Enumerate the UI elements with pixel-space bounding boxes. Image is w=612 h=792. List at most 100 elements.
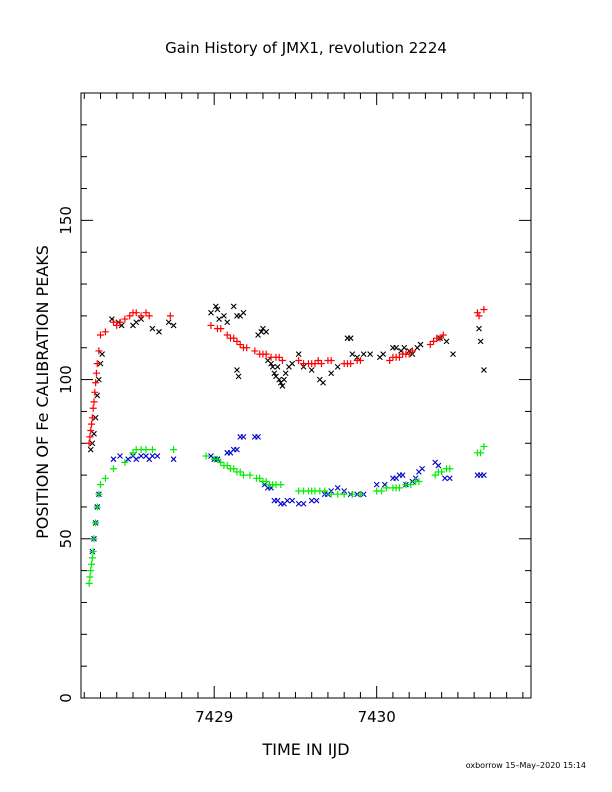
- data-point-plus: [113, 321, 121, 329]
- data-point-plus: [356, 490, 364, 498]
- data-point-plus: [317, 360, 325, 368]
- data-point-plus: [88, 414, 96, 422]
- data-point-cross: [221, 313, 227, 319]
- data-point-plus: [86, 573, 94, 581]
- data-point-cross: [295, 500, 302, 507]
- data-point-plus: [415, 477, 423, 485]
- data-point-cross: [274, 363, 281, 370]
- data-point-plus: [477, 449, 485, 457]
- y-tick-label: 100: [57, 365, 75, 394]
- data-point-plus: [145, 312, 153, 320]
- data-point-plus: [340, 490, 348, 498]
- data-point-plus: [217, 458, 225, 466]
- data-point-plus: [321, 487, 329, 495]
- data-point-plus: [95, 490, 103, 498]
- data-point-cross: [308, 367, 315, 373]
- data-point-cross: [240, 309, 247, 316]
- y-axis-label: POSITION OF Fe CALIBRATION PEAKS: [33, 245, 52, 539]
- data-point-plus: [239, 471, 247, 479]
- data-point-plus: [92, 379, 100, 387]
- data-point-plus: [236, 468, 244, 476]
- data-point-plus: [278, 356, 286, 364]
- data-point-cross: [87, 446, 94, 453]
- data-point-cross: [230, 303, 237, 310]
- data-point-plus: [405, 350, 413, 358]
- data-point-cross: [133, 456, 140, 463]
- data-point-cross: [234, 367, 240, 373]
- data-point-plus: [88, 560, 96, 568]
- data-point-cross: [393, 344, 400, 351]
- data-point-plus: [85, 579, 93, 587]
- data-point-plus: [480, 442, 488, 450]
- data-point-plus: [101, 474, 109, 482]
- data-point-cross: [133, 319, 140, 326]
- data-point-plus: [170, 446, 178, 454]
- data-point-cross: [240, 434, 247, 440]
- data-point-plus: [246, 471, 254, 479]
- data-point-plus: [295, 356, 303, 364]
- data-point-plus: [88, 420, 96, 428]
- data-point-cross: [216, 316, 222, 322]
- data-point-plus: [431, 471, 439, 479]
- data-point-cross: [117, 453, 123, 459]
- data-point-cross: [94, 392, 101, 399]
- data-point-plus: [347, 360, 355, 368]
- data-point-plus: [109, 465, 117, 473]
- plot-frame: [80, 92, 532, 699]
- data-point-cross: [269, 363, 276, 370]
- data-point-plus: [230, 465, 238, 473]
- data-point-cross: [149, 453, 156, 459]
- data-point-plus: [407, 481, 415, 489]
- data-point-plus: [88, 554, 96, 562]
- data-point-plus: [426, 341, 434, 349]
- data-point-cross: [165, 319, 172, 326]
- data-point-cross: [334, 363, 341, 370]
- data-point-plus: [96, 331, 104, 339]
- data-point-plus: [311, 360, 319, 368]
- data-point-plus: [236, 341, 244, 349]
- data-point-plus: [262, 477, 270, 485]
- y-tick-label: 0: [57, 693, 75, 703]
- data-point-cross: [347, 335, 354, 342]
- data-point-cross: [320, 379, 326, 386]
- data-point-cross: [399, 472, 406, 478]
- data-point-plus: [230, 334, 238, 342]
- data-point-cross: [308, 497, 315, 504]
- x-tick-label: 7430: [358, 708, 396, 726]
- data-point-plus: [408, 347, 416, 355]
- data-point-cross: [284, 497, 291, 504]
- data-point-cross: [154, 453, 161, 459]
- data-point-plus: [132, 309, 140, 317]
- data-point-cross: [477, 338, 484, 345]
- data-point-plus: [327, 356, 335, 364]
- data-point-plus: [121, 458, 129, 466]
- data-point-plus: [91, 388, 99, 396]
- data-point-plus: [142, 309, 150, 317]
- data-point-cross: [156, 328, 162, 335]
- data-point-cross: [476, 325, 482, 332]
- data-point-plus: [446, 465, 454, 473]
- chart-title: Gain History of JMX1, revolution 2224: [165, 39, 447, 57]
- data-point-cross: [443, 338, 450, 345]
- data-point-cross: [442, 475, 448, 482]
- data-point-cross: [435, 462, 442, 469]
- data-point-cross: [281, 376, 287, 383]
- data-point-plus: [89, 404, 97, 412]
- data-point-cross: [263, 328, 270, 335]
- data-point-plus: [85, 439, 93, 447]
- x-axis-label: TIME IN IJD: [261, 740, 349, 759]
- data-point-plus: [87, 427, 95, 435]
- data-point-plus: [95, 347, 103, 355]
- data-point-plus: [386, 356, 394, 364]
- data-point-plus: [314, 356, 322, 364]
- data-point-plus: [137, 312, 145, 320]
- data-point-plus: [217, 325, 225, 333]
- data-point-plus: [356, 356, 364, 364]
- data-point-cross: [224, 319, 231, 326]
- data-point-cross: [380, 351, 387, 357]
- data-point-plus: [89, 548, 97, 556]
- data-point-plus: [439, 331, 447, 339]
- data-point-plus: [395, 484, 403, 492]
- data-point-cross: [446, 475, 453, 482]
- axis-ticks: [81, 92, 531, 699]
